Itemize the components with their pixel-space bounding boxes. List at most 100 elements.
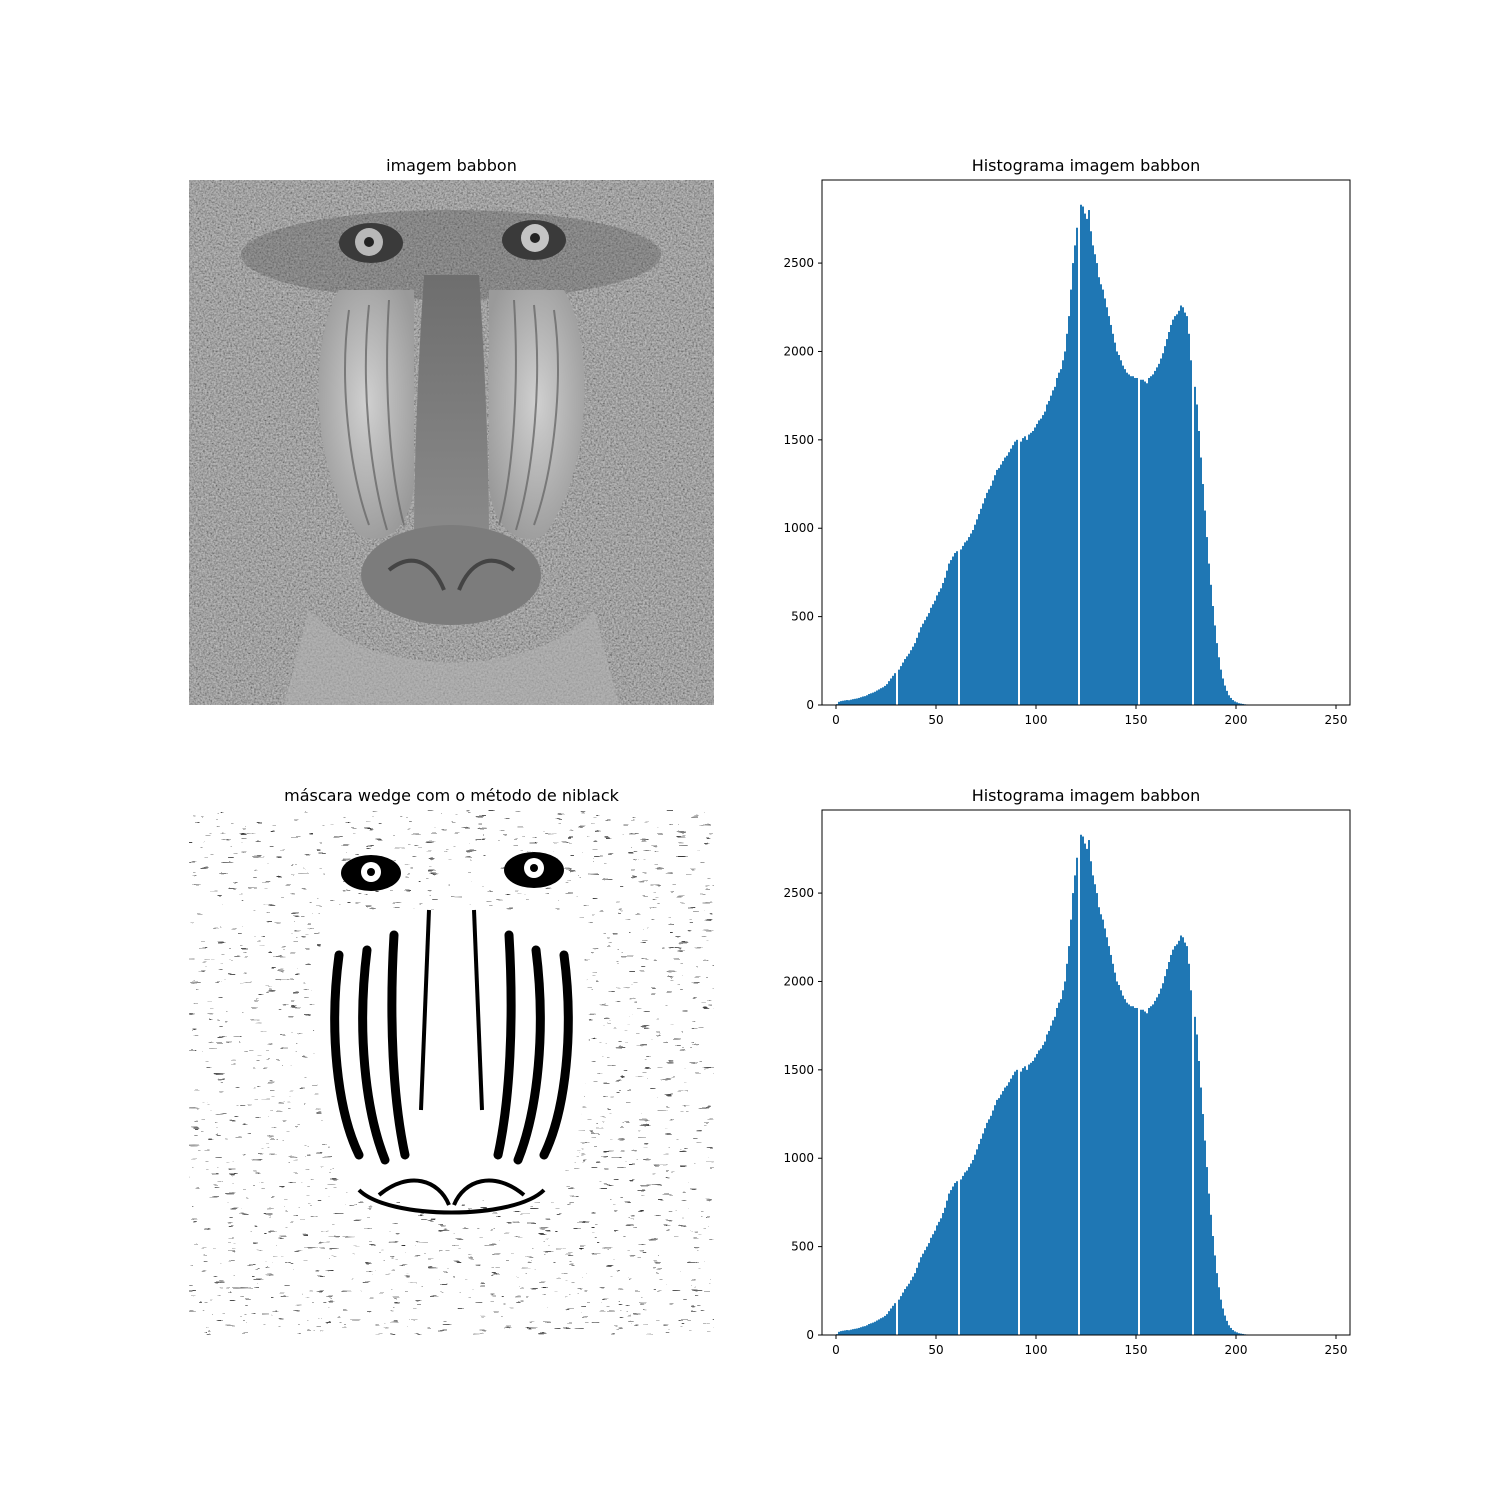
histogram-bar xyxy=(1152,1004,1154,1335)
histogram-bar xyxy=(1124,369,1126,705)
histogram-bar xyxy=(1156,367,1158,705)
histogram-bar xyxy=(1042,415,1044,705)
histogram-bar xyxy=(902,1292,904,1335)
histogram-bar xyxy=(1186,946,1188,1335)
histogram-bar xyxy=(1086,848,1088,1335)
histogram-bar xyxy=(908,653,910,705)
histogram-bar xyxy=(940,588,942,705)
histogram-bar xyxy=(1214,625,1216,705)
histogram-bar xyxy=(1054,1016,1056,1335)
histogram-bar xyxy=(910,1280,912,1335)
histogram-bar xyxy=(1212,606,1214,705)
histogram-bar xyxy=(982,503,984,705)
histogram-bar xyxy=(1110,954,1112,1335)
histogram-bar xyxy=(1238,1333,1240,1335)
histogram-bar xyxy=(1154,370,1156,705)
histogram-bar xyxy=(982,1133,984,1335)
histogram-bar xyxy=(1112,963,1114,1335)
histogram-bar xyxy=(1044,411,1046,705)
histogram-bar xyxy=(1144,1011,1146,1335)
histogram-bar xyxy=(878,1319,880,1335)
histogram-bar xyxy=(1216,643,1218,705)
histogram-bar xyxy=(1060,999,1062,1335)
axes-frame xyxy=(821,809,1351,1336)
histogram-bar xyxy=(1220,1299,1222,1335)
histogram-bar xyxy=(1218,1287,1220,1335)
histogram-bar xyxy=(990,485,992,705)
x-tick-label: 150 xyxy=(1125,713,1148,727)
histogram-bar xyxy=(870,693,872,705)
histogram-bar xyxy=(942,583,944,705)
histogram-bar xyxy=(984,1128,986,1335)
histogram-bar xyxy=(1120,990,1122,1335)
histogram-bar xyxy=(1176,314,1178,705)
histogram-bar xyxy=(842,1330,844,1335)
histogram-bar xyxy=(962,545,964,705)
histogram-bar xyxy=(952,1186,954,1335)
histogram-bar xyxy=(996,1099,998,1335)
histogram-bar xyxy=(1030,1062,1032,1335)
histogram-bar xyxy=(1140,379,1142,705)
histogram-bar xyxy=(986,1122,988,1335)
histogram-bar xyxy=(1102,919,1104,1335)
histogram-bar xyxy=(1126,1002,1128,1335)
histogram-bar xyxy=(1150,1006,1152,1335)
histogram-bar xyxy=(1090,861,1092,1335)
histogram-bar xyxy=(1146,383,1148,705)
histogram-bar xyxy=(1038,420,1040,705)
title-niblack-mask: máscara wedge com o método de niblack xyxy=(284,786,619,805)
histogram-bar xyxy=(1094,254,1096,706)
y-tick-label: 0 xyxy=(806,698,814,712)
histogram-bar xyxy=(848,1330,850,1335)
niblack-mask-image xyxy=(189,810,714,1335)
histogram-bar xyxy=(1036,423,1038,705)
histogram-bar xyxy=(1058,372,1060,705)
histogram-bar xyxy=(1154,1000,1156,1335)
histogram-bar xyxy=(926,616,928,705)
histogram-bar xyxy=(898,1299,900,1335)
histogram-bar xyxy=(986,492,988,705)
histogram-bar xyxy=(870,1323,872,1335)
histogram-bar xyxy=(1126,372,1128,705)
histogram-bar xyxy=(968,537,970,705)
histogram-bar xyxy=(1032,431,1034,705)
histogram-bar xyxy=(1246,1334,1248,1335)
histogram-bar xyxy=(1062,360,1064,705)
histogram-bar xyxy=(1116,351,1118,705)
histogram-bar xyxy=(850,699,852,705)
histogram-bar xyxy=(946,570,948,705)
y-tick-label: 1500 xyxy=(783,433,814,447)
histogram-bar xyxy=(906,656,908,705)
histogram-bar xyxy=(860,697,862,705)
histogram-bar xyxy=(908,1283,910,1335)
y-tick-label: 500 xyxy=(791,610,814,624)
histogram-bar xyxy=(948,1193,950,1335)
histogram-bar xyxy=(854,1328,856,1335)
histogram-bar xyxy=(874,691,876,705)
histogram-bar xyxy=(904,1289,906,1335)
histogram-bar xyxy=(838,1331,840,1335)
histogram-bar xyxy=(878,689,880,705)
histogram-bar xyxy=(1160,358,1162,705)
x-tick-label: 200 xyxy=(1225,713,1248,727)
histogram-bar xyxy=(1240,1333,1242,1335)
histogram-bar xyxy=(1236,702,1238,705)
histogram-bar xyxy=(1066,333,1068,705)
histogram-bar xyxy=(1080,834,1082,1335)
histogram-bar xyxy=(866,695,868,705)
histogram-bar xyxy=(856,1328,858,1335)
histogram-bar xyxy=(1040,1048,1042,1335)
histogram-bar xyxy=(932,604,934,705)
histogram-bar xyxy=(852,1329,854,1335)
histogram-bar xyxy=(1010,448,1012,705)
histogram-bar xyxy=(1092,875,1094,1335)
histogram-bar xyxy=(938,1221,940,1335)
histogram-bar xyxy=(950,1190,952,1335)
histogram-bar xyxy=(846,700,848,705)
x-tick-label: 100 xyxy=(1025,713,1048,727)
histogram-bar xyxy=(840,701,842,705)
histogram-bar xyxy=(882,1317,884,1335)
histogram-bar xyxy=(902,662,904,705)
histogram-bar xyxy=(1120,360,1122,705)
histogram-bar xyxy=(1228,1325,1230,1335)
